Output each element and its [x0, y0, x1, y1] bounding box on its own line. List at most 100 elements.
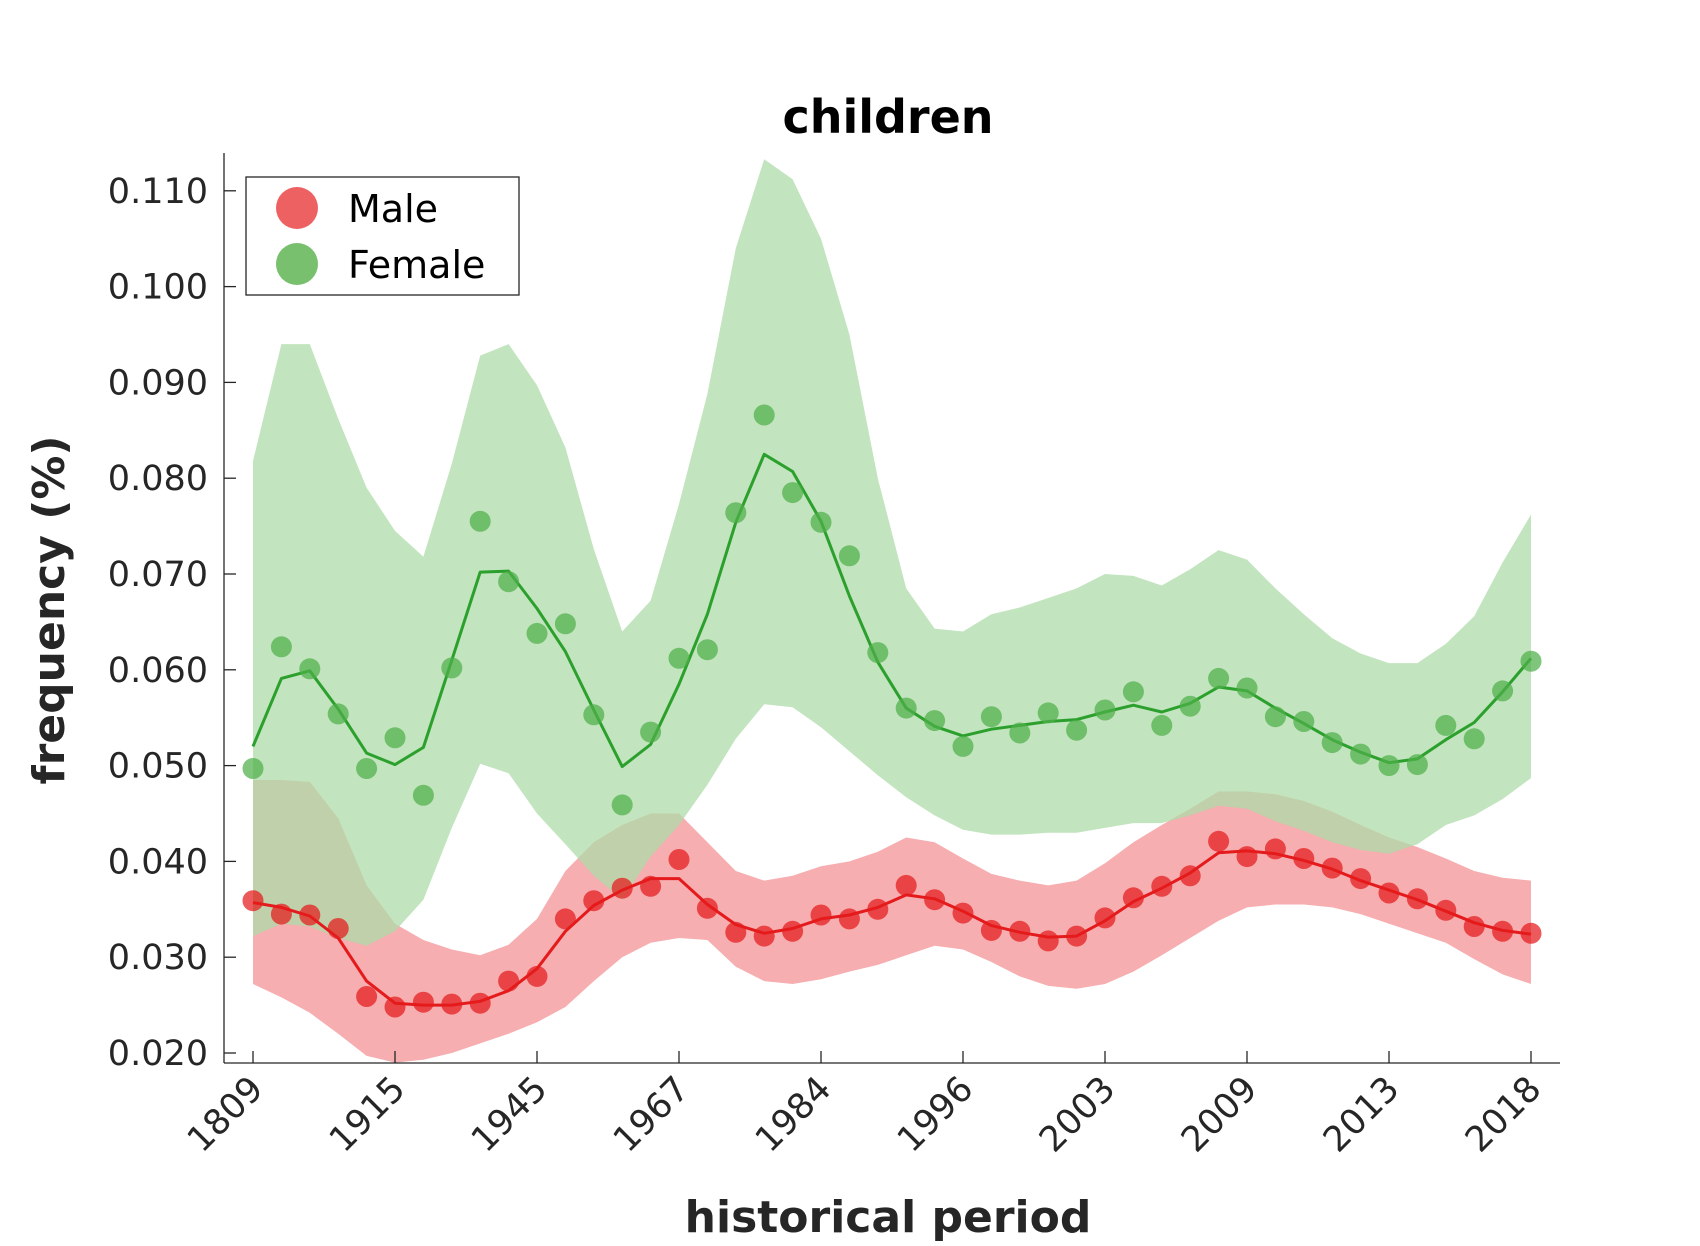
point-female	[640, 721, 662, 743]
point-male	[1264, 838, 1286, 860]
point-male	[696, 897, 718, 919]
point-female	[412, 784, 434, 806]
y-axis-label: frequency (%)	[24, 435, 75, 784]
point-female	[1037, 702, 1059, 724]
y-tick-label: 0.090	[108, 363, 208, 403]
point-female	[1236, 677, 1258, 699]
point-female	[1321, 732, 1343, 754]
point-female	[469, 510, 491, 532]
x-axis-label: historical period	[685, 1192, 1092, 1243]
legend: Male Female	[245, 176, 520, 296]
band-female	[253, 159, 1531, 946]
point-male	[867, 898, 889, 920]
point-male	[583, 890, 605, 912]
point-male	[640, 875, 662, 897]
point-female	[526, 622, 548, 644]
x-tick-label: 1945	[464, 1069, 555, 1160]
x-tick-label: 2013	[1316, 1069, 1407, 1160]
smoothed-lines	[251, 452, 1533, 1007]
point-male	[1406, 888, 1428, 910]
point-female	[498, 571, 520, 593]
point-male	[1009, 920, 1031, 942]
point-male	[1094, 907, 1116, 929]
y-ticks: 0.020 0.030 0.040 0.050 0.060 0.070 0.080 0.090…	[108, 172, 236, 1074]
point-female	[356, 758, 378, 779]
y-tick-label: 0.040	[108, 842, 208, 882]
point-male	[1435, 899, 1457, 921]
point-male	[441, 993, 463, 1015]
point-male	[356, 986, 378, 1007]
point-female	[1435, 714, 1457, 736]
point-female	[441, 657, 463, 679]
point-male	[526, 965, 548, 987]
point-female	[810, 511, 832, 533]
point-male	[1151, 875, 1173, 897]
point-female	[611, 794, 633, 816]
x-tick-label: 2003	[1032, 1069, 1123, 1160]
point-female	[583, 704, 605, 726]
point-female	[327, 703, 349, 725]
point-male	[1293, 848, 1315, 869]
confidence-bands	[253, 159, 1531, 1063]
y-tick-label: 0.060	[108, 651, 208, 691]
y-tick-label: 0.100	[108, 268, 208, 308]
data-markers	[242, 404, 1542, 1018]
point-female	[554, 613, 576, 635]
point-male	[924, 889, 946, 911]
point-male	[384, 996, 406, 1018]
point-female	[1463, 728, 1485, 750]
point-female	[1264, 706, 1286, 728]
point-female	[1293, 711, 1315, 732]
point-female	[924, 710, 946, 732]
chart-title: children	[782, 90, 993, 144]
point-female	[696, 639, 718, 661]
point-male	[1321, 857, 1343, 879]
point-female	[1350, 743, 1372, 765]
point-female	[1094, 699, 1116, 721]
y-tick-label: 0.050	[108, 747, 208, 787]
point-female	[782, 482, 804, 504]
point-female	[1179, 695, 1201, 717]
x-tick-label: 2009	[1174, 1069, 1265, 1160]
point-male	[554, 908, 576, 930]
band-male	[253, 780, 1531, 1063]
point-female	[1520, 650, 1542, 672]
point-female	[668, 647, 690, 669]
point-male	[242, 890, 264, 912]
point-male	[1208, 830, 1230, 852]
point-female	[725, 502, 747, 524]
x-tick-label: 1809	[180, 1069, 271, 1160]
point-female	[838, 545, 860, 567]
point-female	[952, 735, 974, 757]
point-male	[1520, 922, 1542, 944]
point-female	[1406, 754, 1428, 776]
point-male	[1350, 868, 1372, 890]
point-male	[1378, 882, 1400, 904]
point-female	[1208, 667, 1230, 689]
point-male	[1179, 865, 1201, 887]
point-male	[1037, 930, 1059, 952]
point-male	[270, 903, 292, 925]
point-female	[867, 642, 889, 664]
x-tick-label: 1984	[748, 1069, 839, 1160]
point-female	[1151, 714, 1173, 736]
point-male	[327, 918, 349, 939]
point-male	[469, 992, 491, 1014]
line-male	[252, 849, 1532, 1007]
y-tick-label: 0.070	[108, 555, 208, 595]
line-female	[251, 452, 1533, 769]
legend-marker-female	[276, 243, 318, 285]
point-female	[980, 706, 1002, 728]
point-male	[412, 991, 434, 1013]
point-male	[782, 920, 804, 942]
x-tick-label: 1967	[606, 1069, 697, 1160]
point-male	[1492, 920, 1514, 942]
y-tick-label: 0.020	[108, 1034, 208, 1074]
y-tick-label: 0.110	[108, 172, 208, 212]
point-female	[242, 758, 264, 779]
point-male	[1066, 925, 1088, 947]
point-female	[1378, 755, 1400, 777]
legend-label-female: Female	[348, 243, 485, 287]
point-female	[299, 658, 321, 680]
point-male	[668, 849, 690, 870]
